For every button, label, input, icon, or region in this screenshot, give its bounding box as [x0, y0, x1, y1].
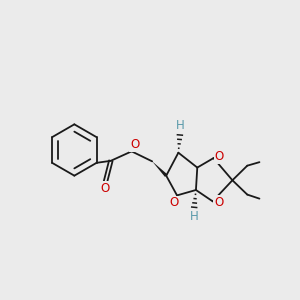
- Text: O: O: [215, 150, 224, 163]
- Text: H: H: [176, 119, 184, 132]
- Text: O: O: [100, 182, 110, 195]
- Text: O: O: [214, 196, 223, 209]
- Text: O: O: [170, 196, 179, 209]
- Text: O: O: [130, 138, 140, 151]
- Polygon shape: [152, 161, 167, 177]
- Text: H: H: [189, 210, 198, 223]
